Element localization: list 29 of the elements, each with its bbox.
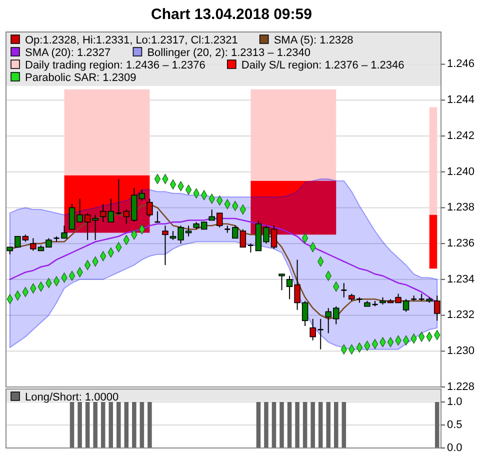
candlestick — [146, 198, 153, 218]
chart-title: Chart 13.04.2018 09:59 — [151, 6, 312, 23]
y-tick-label: 1.234 — [447, 273, 475, 286]
y-tick-label: 1.228 — [447, 380, 475, 393]
legend-label: Long/Short: 1.0000 — [25, 392, 119, 404]
y-tick-label: 1.230 — [447, 345, 475, 358]
legend-label: Bollinger (20, 2): 1.2313 – 1.2340 — [147, 47, 310, 59]
legend-label: Daily S/L region: 1.2376 – 1.2346 — [241, 60, 404, 72]
y-tick-label: 0.5 — [447, 418, 462, 431]
y-tick-label: 1.0 — [447, 396, 462, 408]
candlestick — [317, 318, 324, 350]
legend-label: SMA (20): 1.2327 — [25, 47, 111, 59]
candlestick — [340, 282, 348, 298]
candlestick — [61, 225, 68, 239]
legend-label: Parabolic SAR: 1.2309 — [25, 72, 136, 84]
legend-label: Daily trading region: 1.2436 – 1.2376 — [25, 60, 206, 72]
y-tick-label: 1.242 — [447, 130, 475, 142]
candlestick — [162, 225, 168, 266]
y-tick-label: 1.232 — [447, 309, 475, 322]
y-tick-label: 1.236 — [447, 237, 475, 250]
y-tick-label: 1.238 — [447, 202, 475, 214]
y-tick-label: 0.0 — [447, 442, 462, 454]
legend-label: Op:1.2328, Hi:1.2331, Lo:1.2317, Cl:1.2321 — [25, 34, 238, 46]
y-tick-label: 1.246 — [447, 58, 475, 70]
legend-label: SMA (5): 1.2328 — [274, 34, 354, 46]
y-tick-label: 1.244 — [447, 94, 475, 106]
candlestick — [278, 274, 285, 291]
candlestick — [310, 318, 316, 341]
y-tick-label: 1.240 — [447, 166, 475, 178]
